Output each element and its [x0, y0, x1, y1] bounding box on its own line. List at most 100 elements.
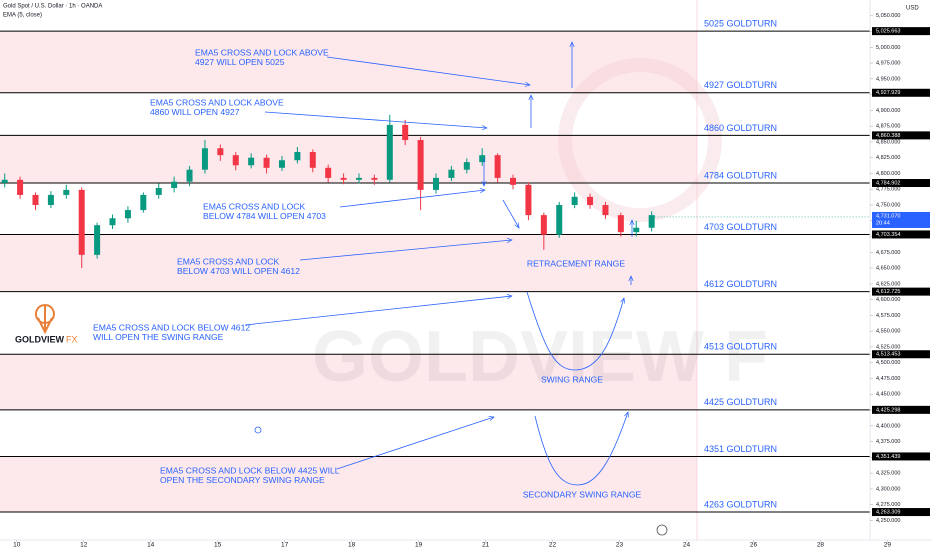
level-price-box: [872, 230, 930, 239]
plot: GOLDVIEW F 5025 GOLDTURN 4927 GOLDTURN 4860…: [0, 18, 870, 513]
level-label: 4784 GOLDTURN: [704, 170, 777, 180]
y-tick-label: 5,000.000: [876, 45, 900, 51]
level-label: 4263 GOLDTURN: [704, 499, 777, 509]
candle-body: [417, 140, 424, 190]
range-label: RETRACEMENT RANGE: [527, 258, 625, 268]
candle-body: [124, 210, 131, 219]
zone: [0, 354, 697, 410]
level-price: 4,927.929: [876, 90, 900, 96]
arrow: [299, 240, 512, 261]
x-tick-label: 24: [683, 542, 691, 549]
level-price-box: [872, 179, 930, 188]
x-tick-label: 17: [281, 542, 289, 549]
x-tick-label: 14: [147, 542, 155, 549]
candle-body: [510, 177, 517, 185]
currency: USD: [906, 6, 919, 12]
candle-body: [602, 205, 609, 216]
level-price-box: [872, 287, 930, 296]
candle-body: [217, 148, 224, 156]
candle-body: [571, 196, 578, 206]
x-tick-label: 23: [616, 542, 624, 549]
candle-body: [201, 148, 208, 170]
x-tick-label: 15: [214, 542, 222, 549]
level-price: 4,860.388: [876, 133, 900, 139]
candle-body: [63, 189, 70, 195]
annotation: EMA5 CROSS AND LOCK ABOVE: [150, 97, 284, 107]
annotation: WILL OPEN THE SWING RANGE: [93, 332, 224, 342]
candle-body: [47, 194, 54, 206]
candle-body: [32, 194, 39, 206]
candle-body: [325, 167, 332, 178]
level-price: 4,703.354: [876, 232, 900, 238]
marker-dot: [254, 426, 262, 434]
candle-body: [463, 162, 470, 170]
candle-body: [448, 169, 455, 178]
candle-body: [309, 152, 316, 168]
candle-body: [371, 177, 378, 180]
y-tick-label: 4,950.000: [876, 76, 900, 82]
x-tick-label: 28: [817, 542, 825, 549]
level-price-box: [872, 131, 930, 140]
logo-name: GOLDVIEW: [15, 334, 65, 344]
candle-body: [17, 179, 24, 195]
candle-body: [155, 187, 162, 195]
level-label: 4351 GOLDTURN: [704, 444, 777, 454]
y-tick-label: 4,550.000: [876, 329, 900, 335]
x-tick-label: 19: [415, 542, 423, 549]
y-tick-label: 4,675.000: [876, 250, 900, 256]
annotation: 4927 WILL OPEN 5025: [195, 57, 285, 67]
logo-suffix: FX: [66, 334, 78, 344]
watermark-icon: [558, 58, 722, 222]
level-price: 4,263.309: [876, 510, 900, 516]
y-tick-label: 4,300.000: [876, 486, 900, 492]
y-tick-label: 4,900.000: [876, 108, 900, 114]
y-tick-label: 4,775.000: [876, 187, 900, 193]
arrow: [502, 199, 519, 228]
zone: [0, 456, 697, 513]
arrow: [336, 417, 494, 470]
y-tick-label: 5,050.000: [876, 13, 900, 19]
annotation: BELOW 4784 WILL OPEN 4703: [203, 211, 326, 221]
y-tick-label: 4,575.000: [876, 313, 900, 319]
zone: [0, 234, 697, 292]
level-price: 4,425.298: [876, 407, 900, 413]
zone: [0, 135, 697, 184]
candle-body: [648, 215, 655, 228]
watermark: GOLDVIEW F: [312, 317, 768, 397]
y-tick-label: 4,650.000: [876, 266, 900, 272]
level-label: 4703 GOLDTURN: [704, 222, 777, 232]
y-tick-label: 4,375.000: [876, 439, 900, 445]
y-tick-label: 4,625.000: [876, 281, 900, 287]
candle-body: [587, 196, 594, 206]
candle-body: [94, 225, 101, 255]
arrow: [339, 190, 485, 208]
level-label: 5025 GOLDTURN: [704, 18, 777, 28]
candle-body: [479, 155, 486, 163]
swing-curve: [534, 412, 628, 486]
last-price: 4,731.070: [876, 213, 900, 219]
y-tick-label: 4,500.000: [876, 360, 900, 366]
candle-body: [402, 124, 409, 141]
y-tick-label: 4,800.000: [876, 171, 900, 177]
candle-body: [386, 124, 393, 180]
candle-body: [232, 155, 239, 166]
arrow: [326, 56, 530, 85]
y-tick-label: 4,825.000: [876, 155, 900, 161]
y-tick-label: 4,850.000: [876, 139, 900, 145]
last-price-box: [872, 211, 930, 228]
range-label: SECONDARY SWING RANGE: [523, 489, 642, 499]
level-price-box: [872, 27, 930, 36]
level-label: 4612 GOLDTURN: [704, 279, 777, 289]
level-price: 4,513.453: [876, 352, 900, 358]
arrows: [244, 42, 668, 536]
x-tick-label: 26: [750, 542, 758, 549]
x-tick-label: 22: [549, 542, 557, 549]
logo-icon: [34, 304, 55, 335]
candle-body: [1, 179, 8, 183]
candle-body: [494, 155, 501, 178]
y-tick-label: 4,450.000: [876, 392, 900, 398]
x-tick-label: 12: [80, 542, 88, 549]
y-tick-label: 4,250.000: [876, 518, 900, 524]
